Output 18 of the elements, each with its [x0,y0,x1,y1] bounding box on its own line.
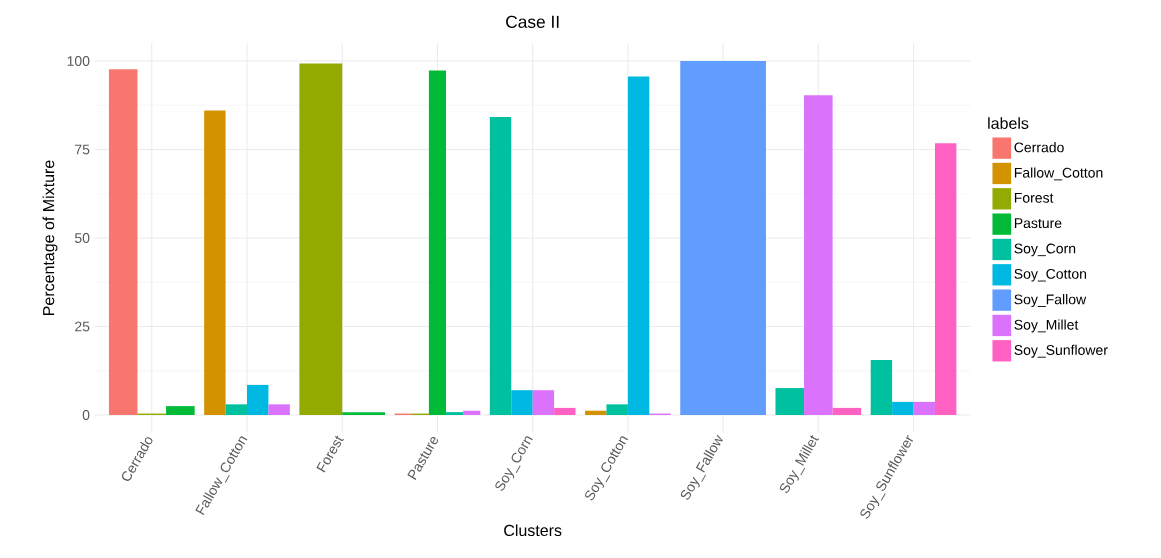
legend-label: Soy_Cotton [1014,268,1087,282]
y-tick-label: 50 [74,233,90,243]
chart-title: Case II [506,15,559,28]
y-tick-label: 25 [75,321,90,332]
legend-label: Forest [1014,193,1054,203]
legend-label: Soy_Fallow [1014,294,1087,308]
y-axis-title: Percentage of Mixture [42,160,58,315]
legend-label: Fallow_Cotton [1014,167,1103,181]
x-axis-title: Clusters [504,524,562,537]
legend-label: Cerrado [1014,142,1064,153]
y-tick-label: 100 [67,56,90,66]
legend-title: labels [988,117,1029,129]
legend-label: Soy_Sunflower [1014,344,1108,358]
y-tick-label: 0 [82,410,90,420]
y-tick-label: 75 [75,144,90,155]
legend-label: Soy_Millet [1014,319,1079,333]
legend-label: Soy_Corn [1014,243,1076,257]
legend-label: Pasture [1014,218,1062,229]
